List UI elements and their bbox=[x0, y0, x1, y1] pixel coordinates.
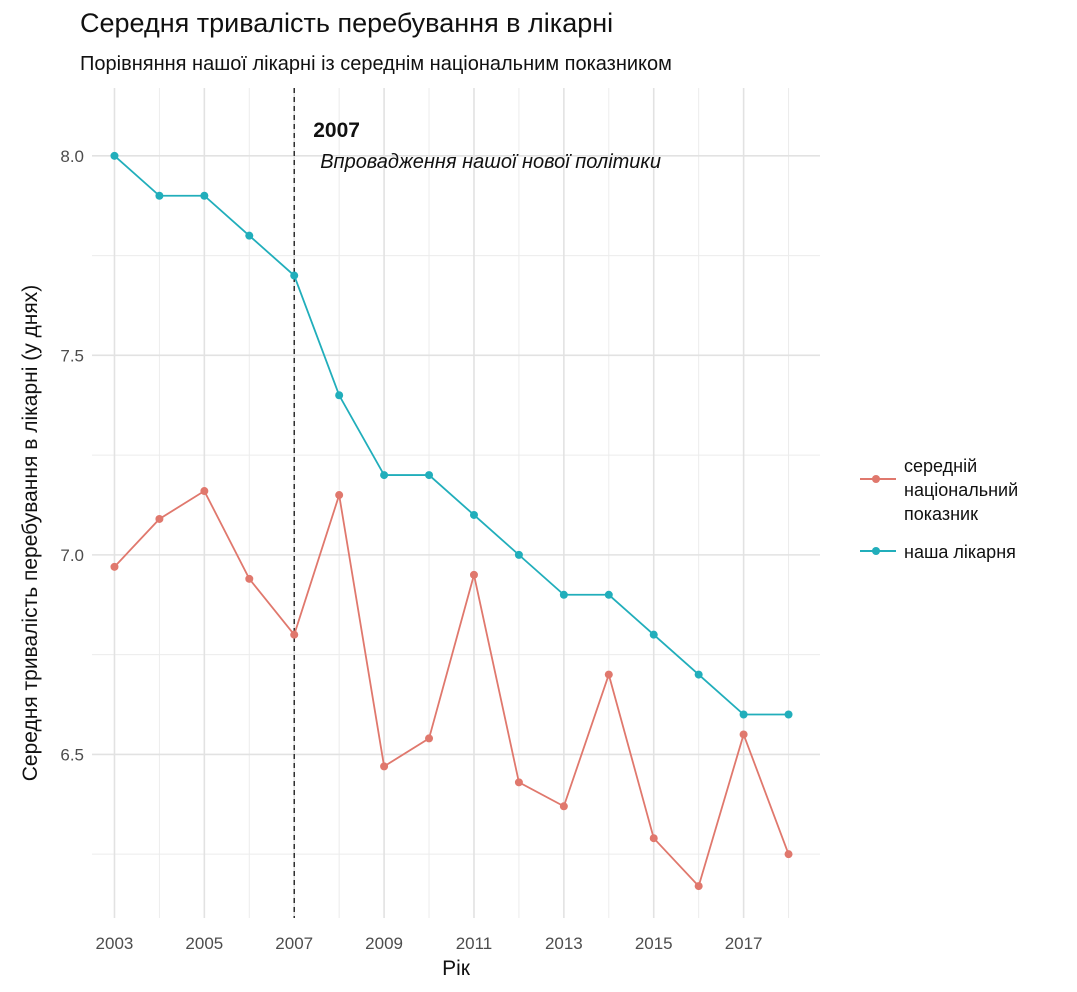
series-hospital-point bbox=[649, 630, 658, 639]
y-tick-label: 7.5 bbox=[60, 346, 84, 365]
x-axis-title: Рік bbox=[442, 957, 471, 980]
x-tick-label: 2017 bbox=[725, 934, 763, 953]
series-national-point bbox=[200, 487, 209, 496]
series-hospital-point bbox=[155, 191, 164, 200]
x-tick-label: 2015 bbox=[635, 934, 673, 953]
series-national-point bbox=[739, 730, 748, 739]
series-hospital-point bbox=[514, 550, 523, 559]
series-hospital-point bbox=[290, 271, 299, 280]
y-tick-label: 6.5 bbox=[60, 745, 84, 764]
x-tick-label: 2011 bbox=[456, 934, 493, 953]
series-national-point bbox=[469, 570, 478, 579]
legend-item-national: середній національний показник bbox=[858, 454, 1044, 526]
series-hospital-point bbox=[200, 191, 209, 200]
y-axis-title: Середня тривалість перебування в лікарні… bbox=[19, 285, 42, 782]
series-national-point bbox=[335, 491, 344, 500]
series-national-point bbox=[110, 562, 119, 571]
series-hospital-point bbox=[380, 471, 389, 480]
chart-subtitle: Порівняння нашої лікарні із середнім нац… bbox=[80, 53, 672, 75]
series-hospital-point bbox=[425, 471, 434, 480]
series-national-point bbox=[245, 574, 254, 583]
legend-label-national: середній національний показник bbox=[904, 456, 1019, 524]
series-national-point bbox=[514, 778, 523, 787]
annotation-year: 2007 bbox=[313, 119, 360, 142]
legend-key-national bbox=[858, 468, 898, 492]
series-hospital-point bbox=[469, 510, 478, 519]
x-tick-label: 2013 bbox=[545, 934, 583, 953]
y-tick-label: 7.0 bbox=[60, 546, 84, 565]
series-national-line bbox=[113, 489, 790, 888]
legend-label-hospital: наша лікарня bbox=[904, 542, 1016, 562]
x-tick-label: 2005 bbox=[185, 934, 223, 953]
x-tick-label: 2007 bbox=[275, 934, 313, 953]
legend-item-hospital: наша лікарня bbox=[858, 540, 1044, 564]
series-national-point bbox=[784, 850, 793, 859]
legend-key-hospital bbox=[858, 540, 898, 564]
series-national-point bbox=[559, 802, 568, 811]
series-national-point bbox=[380, 762, 389, 771]
series-national-point bbox=[155, 514, 164, 523]
x-tick-label: 2009 bbox=[365, 934, 403, 953]
series-national-point bbox=[649, 834, 658, 843]
series-national-point bbox=[425, 734, 434, 743]
series-hospital-point bbox=[110, 151, 119, 160]
series-hospital-line bbox=[113, 155, 789, 716]
series-hospital-point bbox=[694, 670, 703, 679]
series-hospital-point bbox=[739, 710, 748, 719]
series-hospital-point bbox=[335, 391, 344, 400]
series-national-point bbox=[694, 882, 703, 891]
series-national-point bbox=[290, 630, 299, 639]
annotation-text: Впровадження нашої нової політики bbox=[320, 151, 661, 173]
y-tick-label: 8.0 bbox=[60, 147, 84, 166]
legend: середній національний показник наша ліка… bbox=[858, 454, 1044, 578]
series-hospital-point bbox=[245, 231, 254, 240]
series-hospital-point bbox=[559, 590, 568, 599]
series-hospital-point bbox=[784, 710, 793, 719]
x-tick-label: 2003 bbox=[96, 934, 134, 953]
series-hospital-point bbox=[604, 590, 613, 599]
series-national-point bbox=[604, 670, 613, 679]
chart-title: Середня тривалість перебування в лікарні bbox=[80, 8, 614, 38]
